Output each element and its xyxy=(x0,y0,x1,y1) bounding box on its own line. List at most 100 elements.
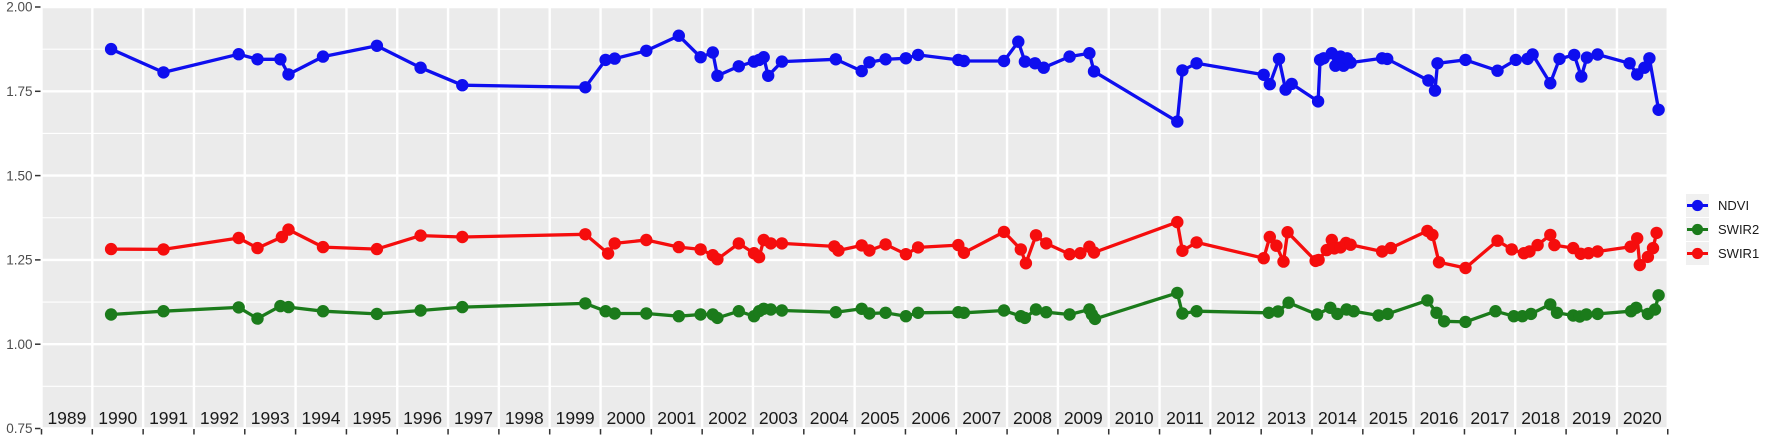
data-point-ndvi xyxy=(1422,74,1435,87)
data-point-ndvi xyxy=(1459,53,1472,67)
data-point-swir2 xyxy=(1262,306,1276,319)
data-point-swir2 xyxy=(863,307,876,320)
data-point-ndvi xyxy=(1431,57,1444,70)
data-point-swir1 xyxy=(997,225,1011,239)
y-tick-label: 2.00 xyxy=(6,0,32,15)
data-point-swir2 xyxy=(911,306,925,319)
data-point-swir2 xyxy=(456,300,469,314)
data-point-ndvi xyxy=(251,53,264,66)
data-point-swir1 xyxy=(456,230,469,244)
y-axis-labels: 2.00 1.75 1.50 1.25 1.00 0.75 xyxy=(6,0,32,436)
data-point-ndvi xyxy=(711,69,724,83)
data-point-ndvi xyxy=(157,66,170,79)
data-point-swir1 xyxy=(1270,239,1283,252)
data-point-swir2 xyxy=(1430,306,1443,319)
data-point-swir1 xyxy=(316,240,330,254)
data-point-swir1 xyxy=(732,237,745,250)
data-point-ndvi xyxy=(1643,52,1656,65)
data-point-swir2 xyxy=(1018,311,1032,325)
x-tick-label: 2014 xyxy=(1318,408,1357,428)
data-point-ndvi xyxy=(1591,48,1604,61)
data-point-ndvi xyxy=(1176,64,1189,77)
data-point-swir1 xyxy=(863,244,876,257)
data-point-swir2 xyxy=(775,304,789,317)
data-point-ndvi xyxy=(879,53,892,66)
data-point-swir2 xyxy=(1507,310,1521,323)
x-tick-label: 2001 xyxy=(657,408,696,428)
x-tick-label: 1998 xyxy=(505,408,544,428)
data-point-swir1 xyxy=(1548,238,1561,252)
x-tick-label: 2017 xyxy=(1470,408,1509,428)
data-point-ndvi xyxy=(706,46,719,59)
data-point-ndvi xyxy=(1344,56,1357,69)
legend-key-ndvi-icon xyxy=(1686,194,1709,217)
data-point-ndvi xyxy=(1509,53,1523,67)
data-point-ndvi xyxy=(1018,55,1032,68)
legend-key-swir2-icon xyxy=(1686,218,1709,241)
data-point-swir1 xyxy=(752,251,766,264)
data-point-swir2 xyxy=(251,312,264,325)
data-point-swir2 xyxy=(957,306,971,319)
data-point-ndvi xyxy=(911,48,925,62)
data-point-swir2 xyxy=(997,304,1011,317)
data-point-ndvi xyxy=(414,61,427,74)
data-point-ndvi xyxy=(775,55,789,68)
data-point-swir1 xyxy=(1646,241,1660,255)
data-point-ndvi xyxy=(1063,50,1076,63)
data-point-swir2 xyxy=(1421,294,1434,307)
x-tick-label: 1997 xyxy=(454,408,493,428)
data-point-swir1 xyxy=(1257,252,1270,265)
x-tick-label: 2004 xyxy=(810,408,849,428)
data-point-swir1 xyxy=(879,238,892,251)
data-point-swir1 xyxy=(1384,241,1398,255)
data-point-ndvi xyxy=(1652,103,1665,117)
data-point-swir1 xyxy=(1344,238,1357,251)
data-point-swir2 xyxy=(640,307,653,320)
data-point-ndvi xyxy=(1037,61,1050,74)
data-point-ndvi xyxy=(1544,77,1557,90)
data-point-ndvi xyxy=(899,52,913,65)
data-point-ndvi xyxy=(579,81,592,94)
data-point-swir1 xyxy=(1633,258,1647,272)
data-point-swir1 xyxy=(1190,236,1203,249)
data-point-ndvi xyxy=(757,51,770,64)
y-tick-label: 0.75 xyxy=(6,421,32,436)
series-swir1 xyxy=(104,215,1663,275)
data-point-swir2 xyxy=(899,310,913,323)
data-point-swir2 xyxy=(694,308,707,321)
axis-ticks xyxy=(35,6,1669,435)
data-point-ndvi xyxy=(997,54,1011,68)
data-point-swir1 xyxy=(601,247,615,260)
data-point-swir1 xyxy=(157,243,170,256)
data-point-swir1 xyxy=(104,242,118,256)
data-point-swir1 xyxy=(1624,240,1637,253)
data-point-swir1 xyxy=(1040,237,1053,250)
data-point-swir1 xyxy=(1277,255,1290,268)
data-point-ndvi xyxy=(1638,61,1651,74)
data-point-swir2 xyxy=(672,310,685,323)
x-tick-label: 2002 xyxy=(708,408,747,428)
data-point-swir2 xyxy=(732,305,745,318)
x-tick-label: 1995 xyxy=(352,408,391,428)
data-point-swir2 xyxy=(1171,286,1184,300)
data-point-ndvi xyxy=(694,51,707,64)
x-tick-label: 1996 xyxy=(403,408,442,428)
data-point-swir1 xyxy=(694,243,707,256)
data-point-swir1 xyxy=(232,231,245,245)
data-point-swir1 xyxy=(608,237,621,250)
data-point-ndvi xyxy=(1257,68,1270,82)
data-point-ndvi xyxy=(1526,48,1539,61)
data-point-swir2 xyxy=(282,300,295,314)
x-tick-label: 2012 xyxy=(1216,408,1255,428)
data-point-swir1 xyxy=(1459,261,1472,275)
data-point-swir2 xyxy=(316,305,330,318)
data-point-ndvi xyxy=(1083,47,1096,60)
x-tick-label: 2009 xyxy=(1064,408,1103,428)
data-point-swir2 xyxy=(1550,306,1564,319)
data-point-swir1 xyxy=(1432,256,1446,269)
data-point-swir2 xyxy=(1630,301,1643,314)
data-point-ndvi xyxy=(456,79,469,92)
data-point-swir2 xyxy=(1437,315,1451,328)
data-point-swir2 xyxy=(608,307,621,320)
